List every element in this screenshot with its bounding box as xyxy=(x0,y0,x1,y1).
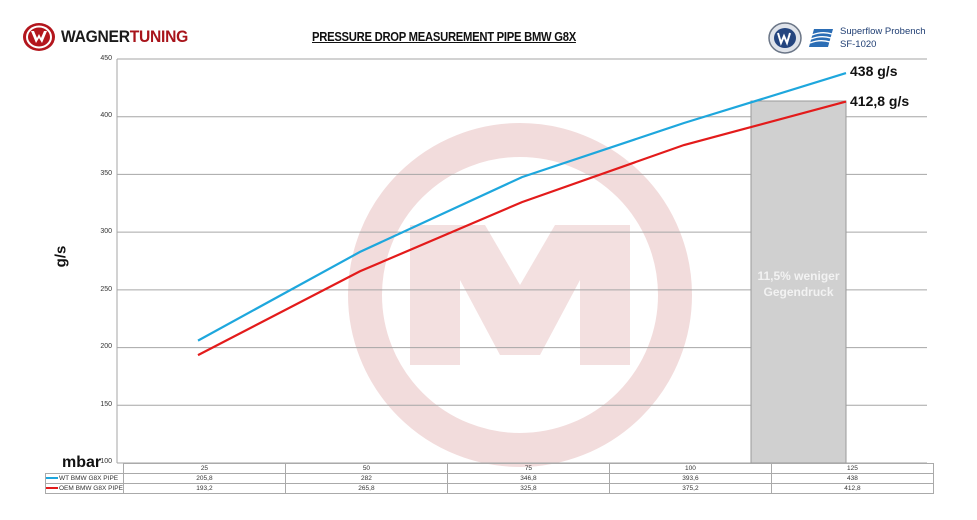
superflow-logo-icon xyxy=(809,29,833,47)
oem-legend-swatch-icon xyxy=(46,487,58,490)
table-cell: 438 xyxy=(770,473,934,484)
ytick-400: 400 xyxy=(100,112,112,119)
table-cell: 393,6 xyxy=(608,473,772,484)
x-axis-title: mbar xyxy=(62,454,102,471)
ytick-450: 450 xyxy=(100,55,112,62)
table-cell: 50 xyxy=(284,463,448,474)
bench-name: Superflow Probench SF-1020 xyxy=(840,26,926,50)
ytick-300: 300 xyxy=(100,228,112,235)
table-cell: 205,8 xyxy=(122,473,286,484)
bench-logos: Superflow Probench SF-1020 xyxy=(768,22,926,54)
table-cell: 375,2 xyxy=(608,483,772,494)
table-cell: 75 xyxy=(446,463,610,474)
data-table: 25 50 75 100 125 WT BMW G8X PIPE 205,8 2… xyxy=(45,463,934,494)
plot-area xyxy=(116,58,927,464)
table-cell: 325,8 xyxy=(446,483,610,494)
we-logo-icon xyxy=(768,22,802,54)
table-cell: 346,8 xyxy=(446,473,610,484)
ytick-150: 150 xyxy=(100,401,112,408)
table-row: OEM BMW G8X PIPE 193,2 265,8 325,8 375,2… xyxy=(45,483,934,494)
brand-name: WAGNERTUNING xyxy=(61,27,189,46)
oem-end-label: 412,8 g/s xyxy=(850,93,910,109)
oem-series-line xyxy=(197,100,847,357)
legend-entry-oem: OEM BMW G8X PIPE xyxy=(45,483,124,494)
chart-title: PRESSURE DROP MEASUREMENT PIPE BMW G8X xyxy=(312,30,576,44)
table-cell: 25 xyxy=(122,463,286,474)
brand-logo: WAGNERTUNING xyxy=(22,22,199,52)
table-cell: 412,8 xyxy=(770,483,934,494)
wt-series-line xyxy=(197,72,847,342)
y-axis-title: g/s xyxy=(52,245,70,268)
watermark-logo-icon xyxy=(348,123,692,467)
wt-logo-icon xyxy=(23,23,55,51)
table-header-row: 25 50 75 100 125 xyxy=(46,463,934,474)
table-cell: 125 xyxy=(770,463,934,474)
legend-entry-wt: WT BMW G8X PIPE xyxy=(45,473,124,484)
table-cell: 282 xyxy=(284,473,448,484)
table-cell: 265,8 xyxy=(284,483,448,494)
ytick-200: 200 xyxy=(100,343,112,350)
table-cell: 100 xyxy=(608,463,772,474)
wt-end-label: 438 g/s xyxy=(850,63,898,79)
highlight-box-text: 11,5% weniger Gegendruck xyxy=(757,269,840,299)
wt-legend-swatch-icon xyxy=(46,477,58,480)
table-row: WT BMW G8X PIPE 205,8 282 346,8 393,6 43… xyxy=(45,473,934,484)
ytick-250: 250 xyxy=(100,286,112,293)
ytick-100: 100 xyxy=(100,458,112,465)
table-cell: 193,2 xyxy=(122,483,286,494)
ytick-350: 350 xyxy=(100,170,112,177)
highlight-box xyxy=(750,100,847,464)
